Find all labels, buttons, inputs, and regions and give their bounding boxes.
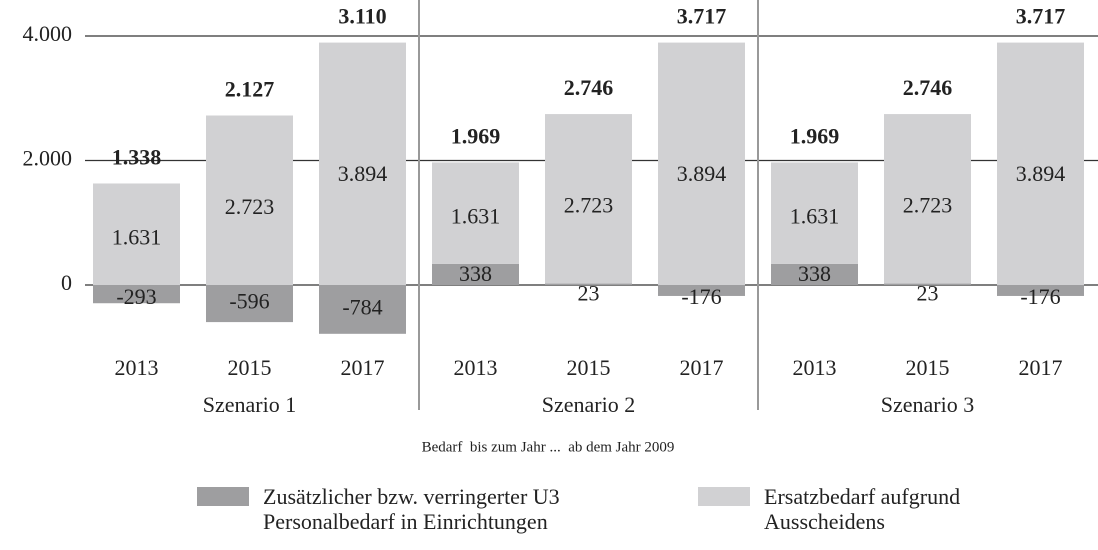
legend-item: Zusätzlicher bzw. verringerter U3 Person…: [197, 484, 653, 534]
legend-swatch: [698, 487, 750, 506]
x-tick-label: 2015: [228, 355, 272, 380]
group-label: Szenario 1: [203, 392, 296, 417]
bar-segment: [319, 285, 406, 334]
value-label: -176: [681, 284, 721, 309]
x-tick-label: 2013: [115, 355, 159, 380]
y-tick-label: 4.000: [23, 21, 73, 46]
value-label: 2.723: [225, 194, 275, 219]
value-label: 3.894: [677, 161, 727, 186]
total-label: 2.127: [225, 77, 275, 102]
total-label: 3.717: [1016, 4, 1066, 29]
total-label: 1.969: [451, 123, 501, 148]
bar-segment: [93, 183, 180, 285]
bar-segment: [545, 114, 632, 284]
legend-swatch: [197, 487, 249, 506]
value-label: 23: [578, 281, 600, 306]
chart: 0 2.000 4.000 Szenario 1 Szenario 2 Szenario …: [23, 0, 1098, 455]
x-tick-label: 2017: [341, 355, 385, 380]
value-label: -176: [1020, 284, 1060, 309]
value-label: -784: [342, 294, 382, 319]
value-label: 3.894: [1016, 161, 1066, 186]
value-label: 2.723: [564, 192, 614, 217]
value-label: 338: [798, 261, 831, 286]
bar-segment: [545, 283, 632, 285]
total-label: 3.717: [677, 4, 727, 29]
x-tick-label: 2017: [680, 355, 724, 380]
legend-item: Ersatzbedarf aufgrund Ausscheidens: [698, 484, 1004, 534]
x-tick-label: 2013: [793, 355, 837, 380]
y-tick-label: 2.000: [23, 146, 73, 171]
total-label: 1.338: [112, 145, 162, 170]
bar-segment: [997, 285, 1084, 296]
bar-segment: [432, 162, 519, 264]
value-label: 338: [459, 261, 492, 286]
legend-label: Zusätzlicher bzw. verringerter U3 Person…: [263, 484, 560, 534]
bar-segment: [771, 263, 858, 285]
bar-segment: [432, 263, 519, 285]
value-label: -293: [116, 284, 156, 309]
x-axis-title: Bedarf bis zum Jahr ... ab dem Jahr 2009: [422, 439, 675, 455]
value-label: -596: [229, 289, 269, 314]
y-tick-label: 0: [61, 270, 72, 295]
value-label: 2.723: [903, 192, 953, 217]
x-tick-label: 2013: [454, 355, 498, 380]
bar-segment: [884, 283, 971, 285]
bar-segment: [658, 42, 745, 286]
group-label: Szenario 2: [542, 392, 635, 417]
bar-segment: [771, 162, 858, 264]
value-label: 1.631: [112, 224, 162, 249]
bar-segment: [206, 115, 293, 285]
legend-label: Ersatzbedarf aufgrund Ausscheidens: [764, 484, 961, 534]
bar-segment: [319, 42, 406, 286]
total-label: 2.746: [903, 75, 953, 100]
x-tick-label: 2015: [567, 355, 611, 380]
total-label: 1.969: [790, 123, 840, 148]
bar-segment: [997, 42, 1084, 286]
value-label: 23: [917, 281, 939, 306]
group-label: Szenario 3: [881, 392, 974, 417]
value-label: 1.631: [790, 203, 840, 228]
total-label: 3.110: [338, 4, 386, 29]
bar-segment: [884, 114, 971, 284]
x-tick-label: 2017: [1019, 355, 1063, 380]
bar-segment: [658, 285, 745, 296]
x-tick-label: 2015: [906, 355, 950, 380]
value-label: 3.894: [338, 161, 388, 186]
value-label: 1.631: [451, 203, 501, 228]
bar-segment: [93, 285, 180, 304]
bar-segment: [206, 285, 293, 323]
total-label: 2.746: [564, 75, 614, 100]
